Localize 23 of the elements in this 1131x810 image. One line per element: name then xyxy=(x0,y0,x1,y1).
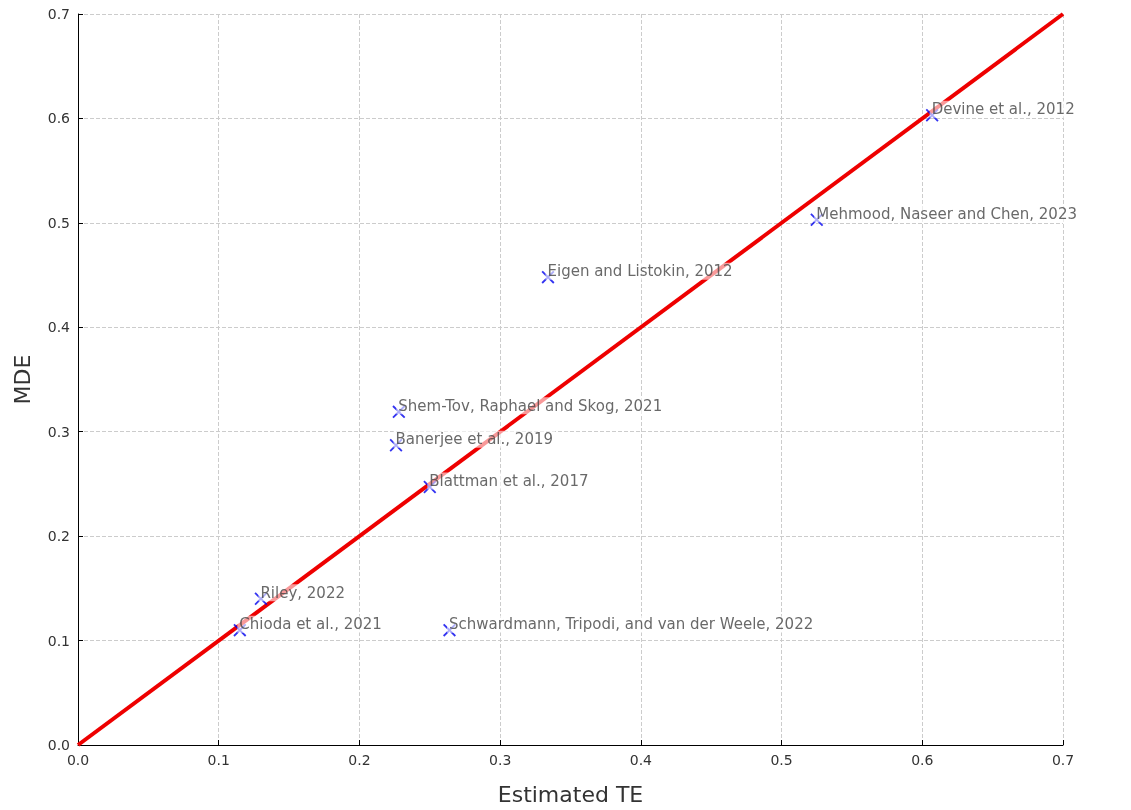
y-tick-label: 0.2 xyxy=(47,528,70,545)
y-tick-label: 0.3 xyxy=(47,423,70,440)
annotation: Schwardmann, Tripodi, and van der Weele, 2022 xyxy=(448,615,814,634)
x-tick-label: 0.7 xyxy=(1051,752,1075,768)
x-axis-title: Estimated TE xyxy=(497,781,644,807)
y-tick-label: 0.0 xyxy=(47,737,70,753)
y-tick-label: 0.7 xyxy=(47,6,70,22)
x-tick-label: 0.5 xyxy=(770,752,793,768)
y-tick-label: 0.6 xyxy=(47,110,71,127)
y-tick-label: 0.5 xyxy=(47,214,70,231)
annotation: Banerjee et al., 2019 xyxy=(395,430,554,449)
x-tick-label: 0.2 xyxy=(348,752,371,768)
y-tick-label: 0.1 xyxy=(47,632,70,649)
x-tick-label: 0.0 xyxy=(66,752,90,768)
y-axis-title: MDE xyxy=(9,354,35,405)
annotation: Mehmood, Naseer and Chen, 2023 xyxy=(816,204,1077,223)
x-tick-label: 0.4 xyxy=(629,752,653,768)
x-tick-label: 0.3 xyxy=(489,752,512,768)
y-tick-label: 0.4 xyxy=(47,319,71,336)
x-tick-label: 0.1 xyxy=(207,752,230,768)
annotation: Devine et al., 2012 xyxy=(931,100,1075,119)
annotation: Chioda et al., 2021 xyxy=(239,615,382,634)
x-tick-label: 0.6 xyxy=(911,752,934,768)
